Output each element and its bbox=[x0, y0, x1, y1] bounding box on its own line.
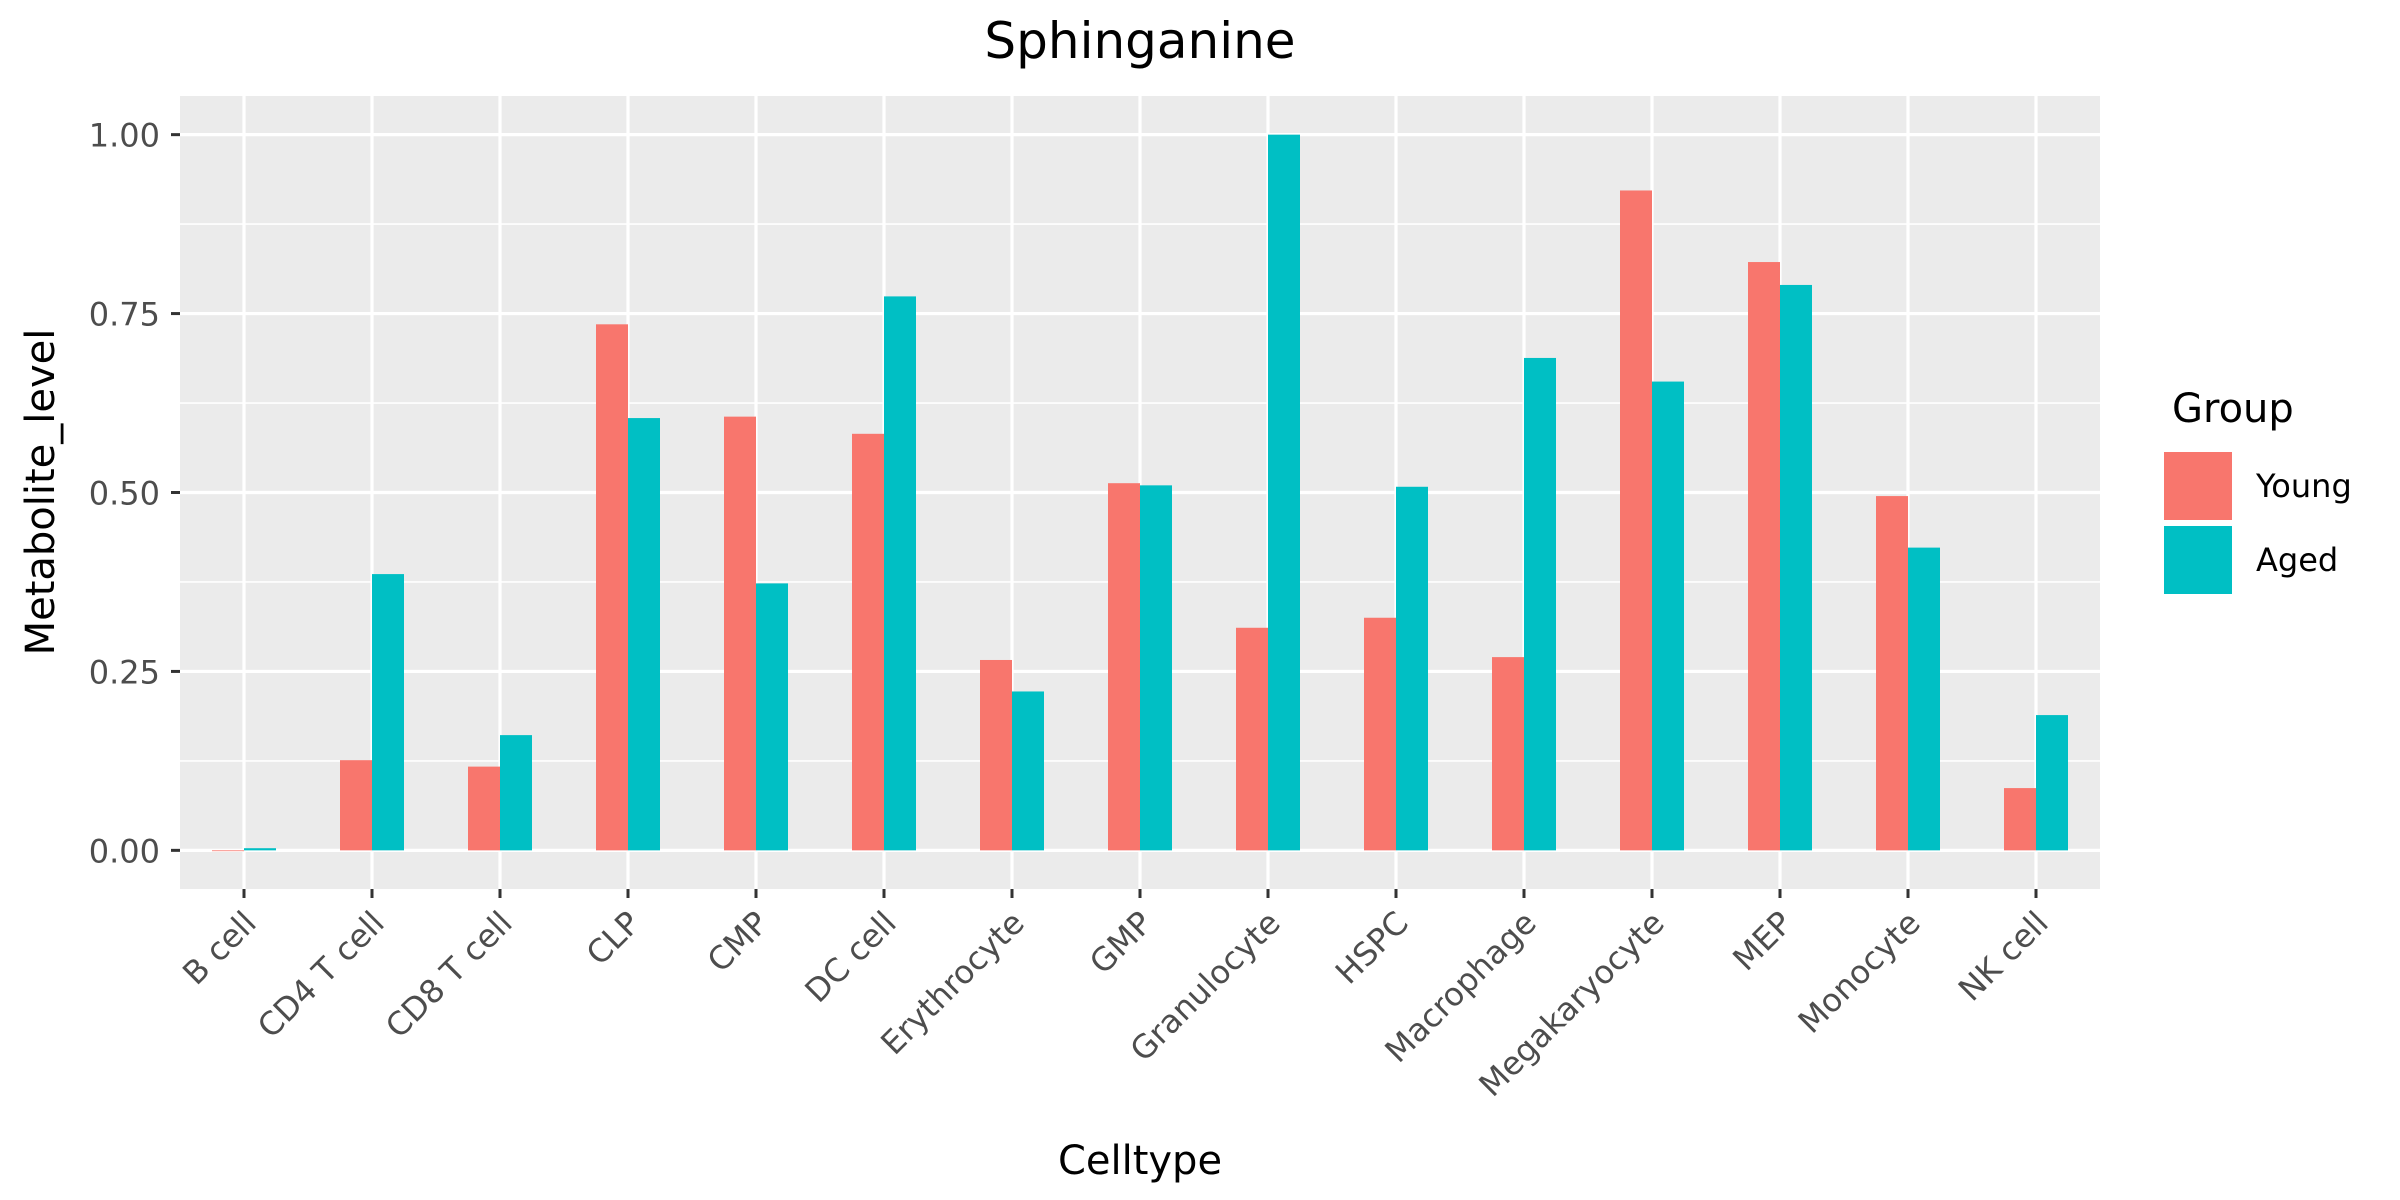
y-tick-label: 0.25 bbox=[89, 653, 160, 691]
bar-aged bbox=[628, 418, 660, 851]
bar-aged bbox=[1780, 284, 1812, 851]
bar-aged bbox=[372, 574, 404, 851]
bar-aged bbox=[1012, 691, 1044, 851]
bar-aged bbox=[1268, 134, 1300, 851]
y-tick-label: 1.00 bbox=[89, 117, 160, 155]
legend-title: Group bbox=[2172, 386, 2294, 432]
bar-aged bbox=[756, 583, 788, 851]
bar-aged bbox=[1652, 381, 1684, 851]
legend-label-aged: Aged bbox=[2256, 541, 2338, 579]
bar-young bbox=[2004, 788, 2036, 851]
bar-young bbox=[1108, 483, 1140, 851]
y-tick-label: 0.75 bbox=[89, 296, 160, 334]
bar-aged bbox=[1524, 357, 1556, 851]
bar-young bbox=[596, 324, 628, 851]
legend-key-young bbox=[2164, 452, 2232, 520]
bar-aged bbox=[2036, 715, 2068, 851]
y-axis-title: Metabolite_level bbox=[18, 329, 64, 656]
bar-aged bbox=[1140, 485, 1172, 851]
bar-young bbox=[980, 659, 1012, 851]
bars bbox=[212, 134, 2068, 852]
bar-young bbox=[1620, 190, 1652, 851]
bar-aged bbox=[1396, 486, 1428, 851]
legend-key-aged bbox=[2164, 526, 2232, 594]
legend: Group Young Aged bbox=[2164, 386, 2352, 594]
bar-young bbox=[852, 433, 884, 851]
y-tick-label: 0.00 bbox=[89, 832, 160, 870]
chart-title: Sphinganine bbox=[984, 12, 1295, 70]
bar-young bbox=[724, 416, 756, 851]
bar-aged bbox=[884, 296, 916, 851]
bar-young bbox=[212, 850, 244, 852]
bar-aged bbox=[244, 848, 276, 851]
bar-young bbox=[1236, 627, 1268, 851]
y-axis: 0.00 0.25 0.50 0.75 1.00 bbox=[89, 117, 180, 870]
bar-young bbox=[468, 766, 500, 851]
y-tick-label: 0.50 bbox=[89, 475, 160, 513]
bar-young bbox=[340, 760, 372, 851]
bar-young bbox=[1364, 617, 1396, 851]
bar-aged bbox=[500, 735, 532, 851]
bar-young bbox=[1492, 657, 1524, 851]
bar-young bbox=[1748, 262, 1780, 851]
legend-label-young: Young bbox=[2255, 467, 2352, 505]
x-axis-title: Celltype bbox=[1058, 1138, 1222, 1184]
bar-aged bbox=[1908, 547, 1940, 851]
bar-young bbox=[1876, 496, 1908, 851]
